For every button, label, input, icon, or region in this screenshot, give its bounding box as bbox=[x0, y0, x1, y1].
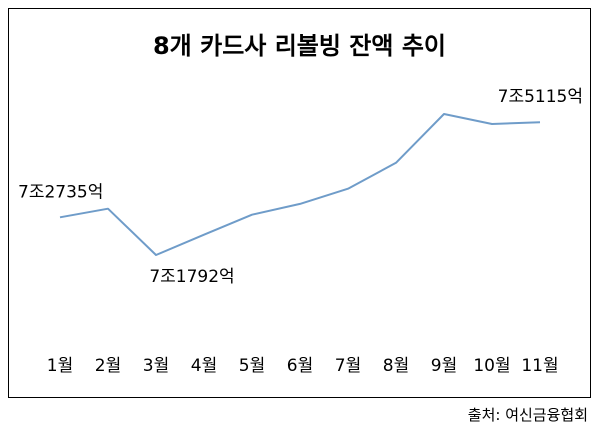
data-label: 7조2735억 bbox=[18, 182, 103, 202]
chart-title: 8개 카드사 리볼빙 잔액 추이 bbox=[152, 32, 446, 60]
x-tick-label: 11월 bbox=[521, 356, 558, 376]
x-tick-label: 4월 bbox=[191, 356, 217, 376]
x-axis-tick-labels: 1월 2월 3월 4월 5월 6월 7월 8월 9월 10월 11월 bbox=[47, 356, 559, 376]
series-line bbox=[59, 113, 541, 256]
x-tick-label: 1월 bbox=[47, 356, 73, 376]
data-label: 7조5115억 bbox=[498, 87, 583, 107]
x-tick-label: 7월 bbox=[335, 356, 361, 376]
chart-frame bbox=[8, 8, 591, 398]
x-tick-label: 8월 bbox=[383, 356, 409, 376]
x-tick-label: 2월 bbox=[95, 356, 121, 376]
data-label: 7조1792억 bbox=[149, 267, 234, 287]
x-tick-label: 9월 bbox=[431, 356, 457, 376]
x-tick-label: 6월 bbox=[287, 356, 313, 376]
x-tick-label: 5월 bbox=[239, 356, 265, 376]
data-labels: 7조2735억 7조1792억 7조5115억 bbox=[18, 87, 583, 287]
x-tick-label: 10월 bbox=[473, 356, 510, 376]
source-note: 출처: 여신금융협회 bbox=[467, 406, 588, 424]
x-tick-label: 3월 bbox=[143, 356, 169, 376]
